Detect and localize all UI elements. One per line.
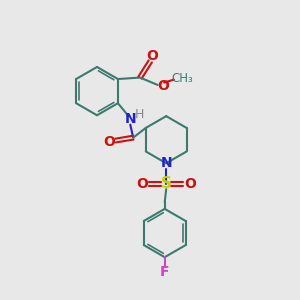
Text: O: O <box>104 135 116 149</box>
Text: S: S <box>161 176 172 191</box>
Text: H: H <box>135 109 144 122</box>
Text: O: O <box>146 49 158 63</box>
Text: O: O <box>157 79 169 92</box>
Text: CH₃: CH₃ <box>172 72 194 85</box>
Text: O: O <box>184 177 196 191</box>
Text: N: N <box>124 112 136 126</box>
Text: O: O <box>137 177 148 191</box>
Text: F: F <box>160 265 169 279</box>
Text: N: N <box>160 156 172 170</box>
